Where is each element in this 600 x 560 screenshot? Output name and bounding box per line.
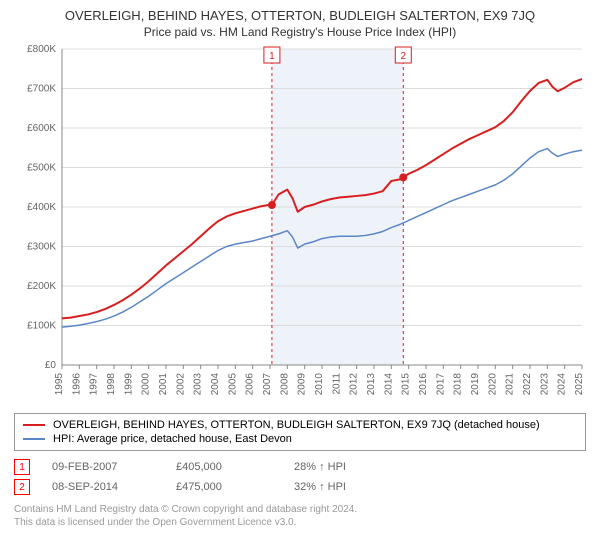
x-tick-label: 2002 (175, 373, 186, 396)
sale-marker-badge: 2 (14, 479, 30, 495)
x-tick-label: 2017 (435, 373, 446, 396)
x-tick-label: 2021 (505, 373, 516, 396)
x-tick-label: 2005 (227, 373, 238, 396)
x-tick-label: 1995 (54, 373, 65, 396)
y-tick-label: £100K (27, 321, 56, 332)
sale-marker-row: 2 08-SEP-2014 £475,000 32% ↑ HPI (14, 477, 586, 497)
marker-badge-label: 2 (401, 51, 407, 62)
y-tick-label: £700K (27, 84, 56, 95)
chart-container: OVERLEIGH, BEHIND HAYES, OTTERTON, BUDLE… (0, 0, 600, 560)
sale-marker-date: 08-SEP-2014 (38, 481, 168, 493)
x-tick-label: 1998 (106, 373, 117, 396)
x-tick-label: 2025 (574, 373, 585, 396)
sale-markers-table: 1 09-FEB-2007 £405,000 28% ↑ HPI 2 08-SEP-201… (14, 457, 586, 497)
x-tick-label: 2023 (539, 373, 550, 396)
x-tick-label: 2001 (158, 373, 169, 396)
footer-line-2: This data is licensed under the Open Gov… (14, 516, 586, 529)
x-tick-label: 2012 (349, 373, 360, 396)
x-tick-label: 2006 (245, 373, 256, 396)
series-dot (268, 201, 276, 209)
x-tick-label: 2016 (418, 373, 429, 396)
sale-marker-price: £475,000 (176, 481, 286, 493)
sale-marker-diff: 32% ↑ HPI (294, 481, 414, 493)
x-tick-label: 2004 (210, 373, 221, 396)
sale-marker-badge: 1 (14, 459, 30, 475)
x-tick-label: 1999 (123, 373, 134, 396)
page-title: OVERLEIGH, BEHIND HAYES, OTTERTON, BUDLE… (14, 8, 586, 23)
x-tick-label: 2010 (314, 373, 325, 396)
x-tick-label: 2018 (453, 373, 464, 396)
legend-swatch (23, 424, 45, 426)
y-tick-label: £500K (27, 163, 56, 174)
y-tick-label: £600K (27, 123, 56, 134)
footer-line-1: Contains HM Land Registry data © Crown c… (14, 503, 586, 516)
x-tick-label: 2022 (522, 373, 533, 396)
x-tick-label: 2011 (331, 373, 342, 395)
page-subtitle: Price paid vs. HM Land Registry's House … (14, 25, 586, 39)
sale-marker-date: 09-FEB-2007 (38, 461, 168, 473)
x-tick-label: 2014 (383, 373, 394, 396)
x-tick-label: 2007 (262, 373, 273, 396)
sale-marker-row: 1 09-FEB-2007 £405,000 28% ↑ HPI (14, 457, 586, 477)
sale-marker-diff: 28% ↑ HPI (294, 461, 414, 473)
series-dot (399, 173, 407, 181)
y-tick-label: £300K (27, 242, 56, 253)
sale-marker-price: £405,000 (176, 461, 286, 473)
line-chart: £0 £100K £200K £300K £400K £500K £600K £700K £80… (14, 45, 586, 405)
x-tick-label: 2020 (487, 373, 498, 396)
x-tick-label: 2024 (557, 373, 568, 396)
x-tick-label: 2000 (141, 373, 152, 396)
x-tick-label: 2009 (297, 373, 308, 396)
x-tick-label: 1997 (89, 373, 100, 396)
y-tick-label: £200K (27, 281, 56, 292)
x-tick-label: 2008 (279, 373, 290, 396)
x-tick-label: 2013 (366, 373, 377, 396)
y-tick-label: £0 (45, 360, 57, 371)
x-tick-label: 2015 (401, 373, 412, 396)
legend: OVERLEIGH, BEHIND HAYES, OTTERTON, BUDLE… (14, 413, 586, 451)
legend-swatch (23, 438, 45, 440)
y-tick-label: £400K (27, 202, 56, 213)
legend-label: HPI: Average price, detached house, East… (53, 433, 292, 445)
legend-item: HPI: Average price, detached house, East… (23, 432, 577, 446)
x-tick-label: 2003 (193, 373, 204, 396)
legend-label: OVERLEIGH, BEHIND HAYES, OTTERTON, BUDLE… (53, 419, 540, 431)
x-tick-label: 2019 (470, 373, 481, 396)
x-tick-label: 1996 (71, 373, 82, 396)
footer: Contains HM Land Registry data © Crown c… (14, 503, 586, 529)
legend-item: OVERLEIGH, BEHIND HAYES, OTTERTON, BUDLE… (23, 418, 577, 432)
marker-badge-label: 1 (269, 51, 275, 62)
y-tick-label: £800K (27, 45, 56, 55)
